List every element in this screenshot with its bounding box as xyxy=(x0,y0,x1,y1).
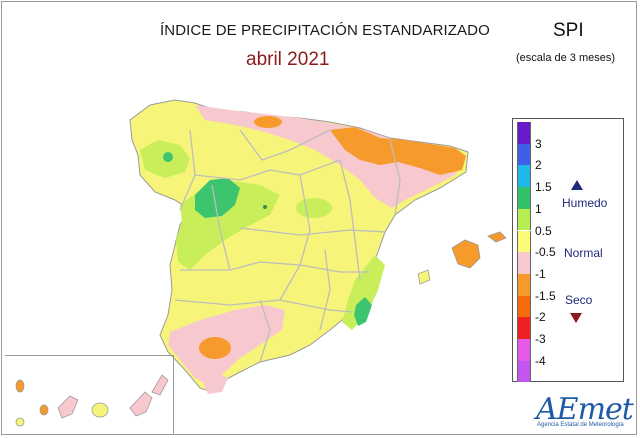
legend: 3 2 1.5 1 0.5 -0.5 -1 -1.5 -2 -3 -4 xyxy=(512,118,624,383)
legend-swatch xyxy=(517,208,531,231)
legend-tick-label: 3 xyxy=(535,136,542,151)
legend-swatch xyxy=(517,165,531,188)
legend-swatch xyxy=(517,295,531,318)
category-wet: Humedo xyxy=(562,196,608,210)
island-ibiza xyxy=(417,269,431,285)
legend-tick-label: -1 xyxy=(535,266,546,281)
legend-tick-label: -4 xyxy=(535,353,546,368)
wet-zone-west xyxy=(195,178,240,218)
wet-zone-center xyxy=(296,198,332,218)
legend-swatch xyxy=(517,317,531,339)
wet-arrow-icon xyxy=(571,180,583,190)
legend-swatch xyxy=(517,122,531,144)
dry-zone-pyrenees xyxy=(330,127,466,175)
legend-tick-label: 1 xyxy=(535,201,542,216)
island-menorca xyxy=(487,231,507,243)
canary-islands xyxy=(15,374,169,427)
legend-swatch xyxy=(517,252,531,274)
legend-tick-label: -3 xyxy=(535,332,546,346)
aemet-logo: AEmet xyxy=(536,392,634,427)
category-normal: Normal xyxy=(564,246,603,260)
legend-swatch xyxy=(517,187,531,209)
dry-zone-north xyxy=(195,105,465,208)
wet-spot-east xyxy=(354,297,372,326)
dry-arrow-icon xyxy=(570,313,582,323)
region-borders xyxy=(174,129,401,363)
map-subtitle: abril 2021 xyxy=(246,49,330,70)
legend-swatch xyxy=(517,360,531,383)
legend-swatch xyxy=(517,339,531,361)
category-dry: Seco xyxy=(565,293,593,307)
legend-tick-label: -0.5 xyxy=(535,245,556,260)
map-title: ÍNDICE DE PRECIPITACIÓN ESTANDARIZADO xyxy=(160,22,490,39)
station-dot xyxy=(263,205,267,209)
dry-spot-cantabria xyxy=(254,116,282,128)
dry-spot-south xyxy=(199,337,231,359)
legend-tick-label: -1.5 xyxy=(535,288,556,303)
legend-tick-label: 2 xyxy=(535,158,542,173)
legend-tick-label: -2 xyxy=(535,310,546,325)
index-name: SPI xyxy=(553,20,584,41)
legend-swatch xyxy=(517,143,531,166)
aemet-caption: Agencia Estatal de Meteorología xyxy=(537,422,624,428)
legend-swatch xyxy=(517,273,531,296)
island-mallorca xyxy=(451,239,481,269)
legend-tick-label: 0.5 xyxy=(535,223,552,238)
wet-zone-east xyxy=(342,255,385,330)
dry-zone-southwest xyxy=(200,372,228,394)
wet-spot-galicia xyxy=(163,152,173,162)
canary-inset-frame xyxy=(5,355,174,434)
legend-tick-label: 1.5 xyxy=(535,180,552,195)
legend-swatch xyxy=(517,230,531,253)
scale-note: (escala de 3 meses) xyxy=(516,52,616,64)
